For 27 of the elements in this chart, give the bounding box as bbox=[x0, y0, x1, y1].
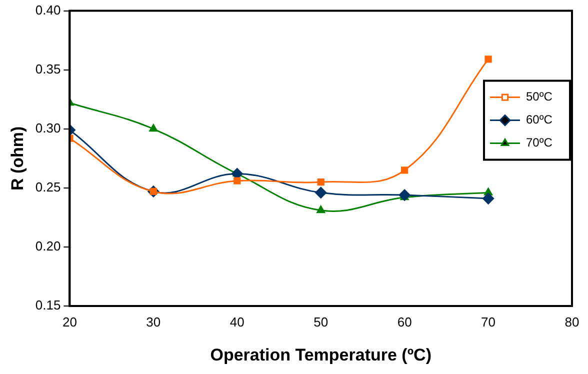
y-tick-label: 0.25 bbox=[35, 180, 61, 194]
y-tick-label: 0.35 bbox=[35, 61, 61, 76]
point bbox=[398, 189, 410, 201]
y-tick-label: 0.15 bbox=[35, 298, 61, 313]
point bbox=[482, 192, 494, 204]
point bbox=[315, 186, 327, 198]
x-tick-label: 70 bbox=[481, 314, 496, 330]
x-tick-label: 30 bbox=[146, 314, 161, 330]
y-tick-label: 0.20 bbox=[35, 238, 61, 254]
x-tick-label: 40 bbox=[230, 314, 244, 330]
legend-label: 50ºC bbox=[526, 90, 553, 104]
y-tick-label: 0.30 bbox=[35, 120, 61, 136]
x-axis-title: Operation Temperature (ºC) bbox=[210, 345, 432, 364]
point bbox=[317, 178, 324, 186]
y-axis-title: R (ohm) bbox=[8, 126, 27, 191]
point bbox=[316, 206, 326, 214]
point bbox=[400, 166, 408, 174]
y-tick-label: 0.40 bbox=[35, 2, 61, 18]
x-tick-label: 60 bbox=[397, 314, 412, 330]
legend-label: 70ºC bbox=[526, 136, 553, 150]
x-tick-label: 50 bbox=[314, 314, 328, 330]
legend-label: 60ºC bbox=[526, 112, 553, 127]
point bbox=[149, 124, 158, 132]
x-tick-label: 80 bbox=[564, 314, 580, 330]
point bbox=[234, 177, 241, 184]
point bbox=[484, 56, 492, 63]
x-tick-label: 20 bbox=[62, 314, 77, 330]
